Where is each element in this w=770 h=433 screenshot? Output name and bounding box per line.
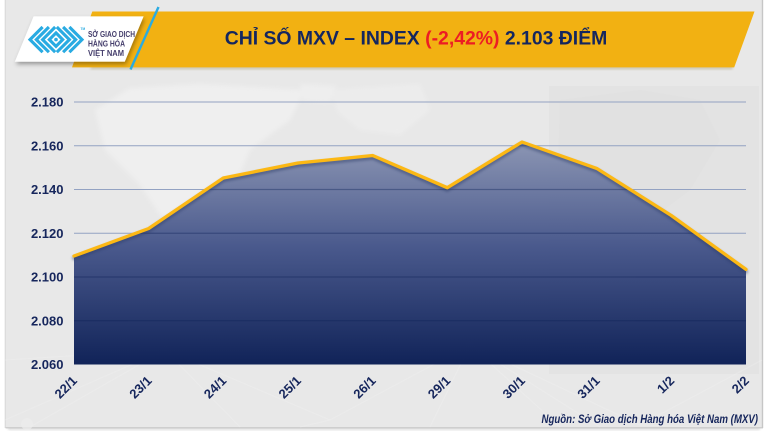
svg-text:TM: TM (81, 27, 86, 31)
svg-text:2.160: 2.160 (31, 138, 64, 153)
svg-text:2.100: 2.100 (31, 270, 64, 285)
svg-text:HÀNG HÓA: HÀNG HÓA (88, 38, 125, 49)
svg-text:SỞ GIAO DỊCH: SỞ GIAO DỊCH (88, 28, 135, 39)
svg-text:2.060: 2.060 (31, 357, 64, 372)
svg-text:Nguồn: Sở Giao dịch Hàng hóa V: Nguồn: Sở Giao dịch Hàng hóa Việt Nam (M… (542, 412, 759, 426)
svg-text:2.080: 2.080 (31, 313, 64, 328)
svg-text:VIỆT NAM: VIỆT NAM (88, 47, 124, 58)
svg-text:CHỈ SỐ MXV – INDEX (-2,42%) 2.: CHỈ SỐ MXV – INDEX (-2,42%) 2.103 ĐIỂM (225, 26, 608, 50)
svg-text:2.120: 2.120 (31, 226, 64, 241)
svg-text:2.140: 2.140 (31, 182, 64, 197)
svg-text:2.180: 2.180 (31, 95, 64, 110)
